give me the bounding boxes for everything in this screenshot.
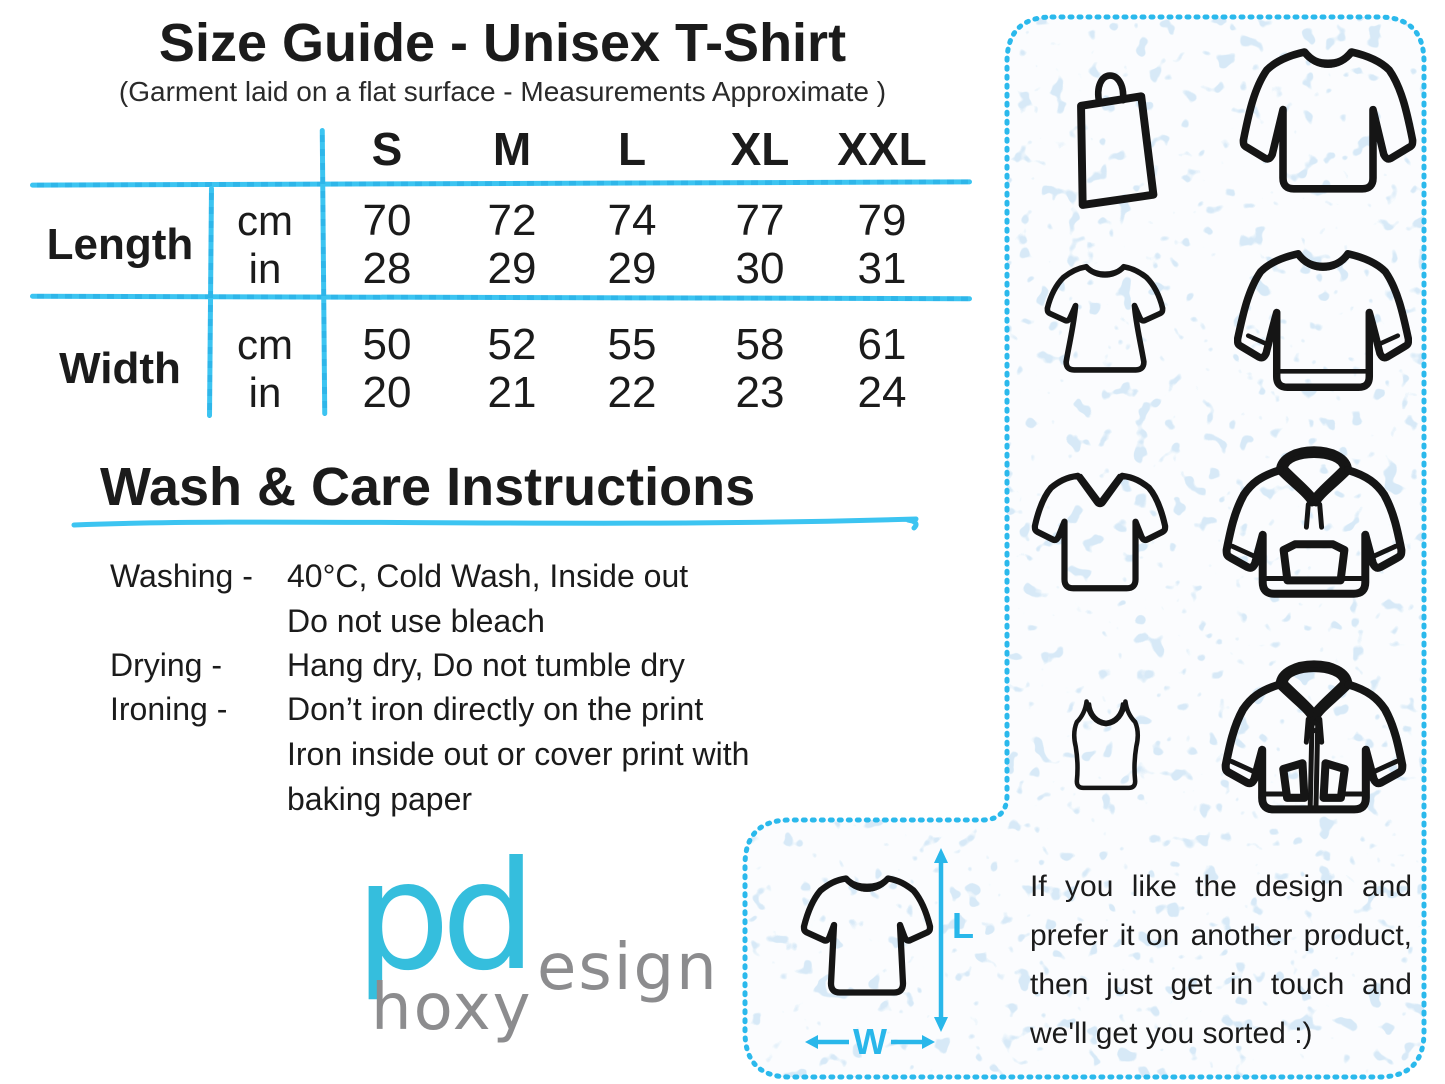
table-cell: 58 xyxy=(735,320,785,369)
table-cell: 24 xyxy=(857,368,907,417)
logo-design-text: esign xyxy=(537,931,719,1005)
size-header-row: S M L XL XXL xyxy=(0,122,1005,176)
table-cell: 29 xyxy=(607,244,657,293)
table-cell: 29 xyxy=(487,244,537,293)
table-cell: 21 xyxy=(487,368,537,417)
table-cell: 23 xyxy=(735,368,785,417)
sweatshirt-icon xyxy=(1233,226,1413,424)
table-cell: 61 xyxy=(857,320,907,369)
care-heading: Wash & Care Instructions xyxy=(100,457,756,517)
table-cell: 22 xyxy=(607,368,657,417)
care-label-ironing: Ironing - xyxy=(110,691,228,727)
table-cell: 70 xyxy=(362,196,412,245)
long-sleeve-shirt-icon xyxy=(1238,28,1418,220)
note-line: we'll get you sorted :) xyxy=(1030,1017,1313,1050)
table-cell: 28 xyxy=(362,244,412,293)
size-col-l: L xyxy=(617,123,647,175)
note-line: If you like the design and xyxy=(1030,870,1412,903)
tote-bag-icon xyxy=(1048,38,1180,226)
length-measure-label: L xyxy=(952,905,974,946)
v-neck-t-shirt-icon xyxy=(1026,446,1174,624)
width-label-row: Width xyxy=(0,320,1005,418)
care-line: Don’t iron directly on the print xyxy=(287,691,704,727)
length-measure-arrow xyxy=(934,848,948,1032)
note-line: prefer it on another product, xyxy=(1030,919,1412,952)
logo-hoxy-text: hoxy xyxy=(371,971,533,1045)
width-in-row: in 20 21 22 23 24 xyxy=(0,368,1005,418)
length-in-row: in 28 29 29 30 31 xyxy=(0,244,1005,294)
table-cell: 77 xyxy=(735,196,785,245)
width-arrow-right xyxy=(890,1035,935,1049)
row-label-width: Width xyxy=(59,344,181,393)
t-shirt-measure-icon xyxy=(792,850,942,1030)
width-measure-label: W xyxy=(853,1021,887,1062)
length-cm-row: cm 70 72 74 77 79 xyxy=(0,196,1005,246)
unit-in: in xyxy=(248,369,282,416)
table-cell: 52 xyxy=(487,320,537,369)
unit-cm: cm xyxy=(237,321,293,368)
phoxy-design-logo: pd esign hoxy xyxy=(355,842,755,1062)
table-cell: 72 xyxy=(487,196,537,245)
width-arrow-left xyxy=(805,1035,849,1049)
unit-cm: cm xyxy=(237,197,293,244)
care-line: Hang dry, Do not tumble dry xyxy=(287,647,685,683)
care-line: 40°C, Cold Wash, Inside out xyxy=(287,558,689,594)
page-title: Size Guide - Unisex T-Shirt xyxy=(158,13,847,73)
womens-t-shirt-icon xyxy=(1038,228,1172,418)
size-col-m: M xyxy=(492,123,532,175)
care-line: Iron inside out or cover print with xyxy=(287,736,750,772)
note-line: then just get in touch and xyxy=(1030,968,1412,1001)
width-measure: W xyxy=(795,1022,945,1062)
unit-in: in xyxy=(248,245,282,292)
hoodie-icon xyxy=(1218,436,1410,626)
table-cell: 74 xyxy=(607,196,657,245)
contact-note: If you like the design and prefer it on … xyxy=(1030,862,1412,1058)
zip-hoodie-icon xyxy=(1218,650,1410,842)
care-underline-stroke xyxy=(71,516,919,531)
size-col-xxl: XXL xyxy=(837,123,927,175)
size-col-s: S xyxy=(371,123,403,175)
care-label-washing: Washing - xyxy=(110,558,253,594)
length-label-row: Length xyxy=(0,196,1005,294)
panel-stitched-border xyxy=(742,14,1427,1080)
page-subtitle: (Garment laid on a flat surface - Measur… xyxy=(118,76,887,107)
size-col-xl: XL xyxy=(730,123,790,175)
care-line: Do not use bleach xyxy=(287,603,545,639)
logo-pd-mark: pd xyxy=(355,830,536,1004)
table-cell: 30 xyxy=(735,244,785,293)
care-label-drying: Drying - xyxy=(110,647,223,683)
tank-top-icon xyxy=(1052,660,1160,838)
table-cell: 55 xyxy=(607,320,657,369)
width-cm-row: cm 50 52 55 58 61 xyxy=(0,320,1005,370)
care-line: baking paper xyxy=(287,781,473,817)
table-cell: 79 xyxy=(857,196,907,245)
table-cell: 50 xyxy=(362,320,412,369)
row-label-length: Length xyxy=(46,220,194,269)
table-cell: 20 xyxy=(362,368,412,417)
table-cell: 31 xyxy=(857,244,907,293)
